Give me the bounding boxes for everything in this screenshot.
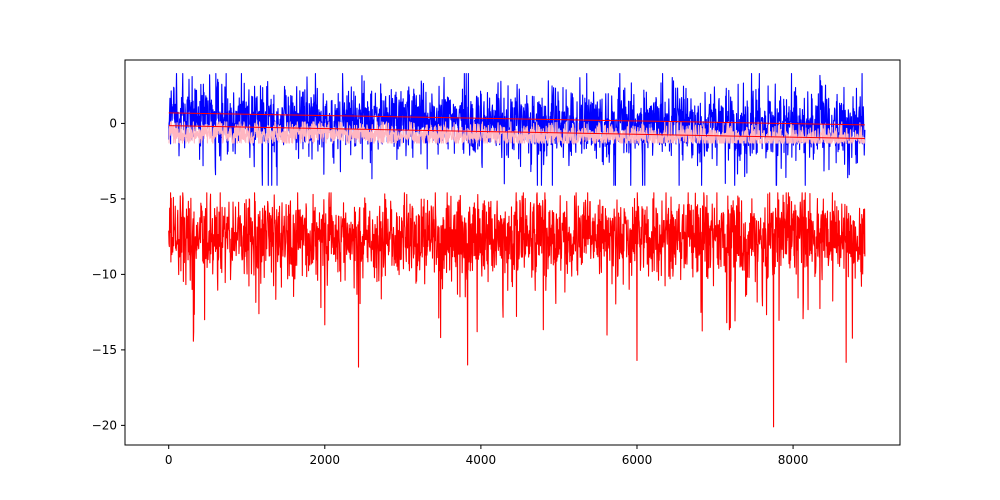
series-line-3 <box>168 112 865 126</box>
x-tick-label: 0 <box>165 453 173 467</box>
x-tick-label: 4000 <box>466 453 497 467</box>
y-tick-label: −20 <box>92 418 117 432</box>
series-line-1 <box>168 73 866 186</box>
series-layer <box>168 73 866 428</box>
series-line-2 <box>168 121 866 144</box>
y-tick-label: 0 <box>109 116 117 130</box>
y-tick-label: −15 <box>92 343 117 357</box>
series-line-4 <box>168 125 865 140</box>
y-tick-label: −10 <box>92 267 117 281</box>
x-tick-label: 6000 <box>622 453 653 467</box>
y-tick-label: −5 <box>99 192 117 206</box>
y-axis: 0 −5 −10 −15 −20 <box>92 116 125 432</box>
x-tick-label: 2000 <box>310 453 341 467</box>
x-tick-label: 8000 <box>778 453 809 467</box>
x-axis: 0 2000 4000 6000 8000 <box>165 445 808 467</box>
series-line-5 <box>168 192 866 428</box>
plot-frame <box>124 59 901 446</box>
